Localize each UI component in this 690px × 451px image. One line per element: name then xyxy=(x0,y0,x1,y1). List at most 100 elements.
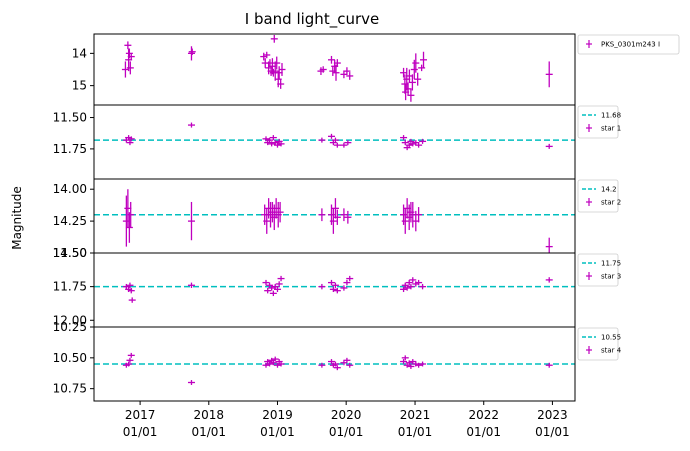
data-point xyxy=(409,277,417,283)
data-point xyxy=(331,198,339,219)
y-tick-label: 10.50 xyxy=(53,351,87,365)
data-point xyxy=(344,140,352,146)
data-point xyxy=(407,364,415,369)
x-tick-label-year: 2017 xyxy=(125,408,156,422)
data-point xyxy=(415,279,423,286)
data-point xyxy=(276,201,284,223)
data-point xyxy=(409,201,417,228)
data-point xyxy=(333,59,341,67)
data-point xyxy=(545,61,553,88)
legend-series-label: star 4 xyxy=(601,347,622,355)
x-tick-label-year: 2020 xyxy=(331,408,362,422)
data-point xyxy=(346,72,354,80)
x-axis: 2017 01/01 2018 01/01 2019 01/01 2020 01/01 2021… xyxy=(123,401,570,439)
panel-plot-area xyxy=(94,275,575,303)
data-point xyxy=(333,365,341,371)
data-point xyxy=(327,359,335,364)
data-point xyxy=(277,361,285,367)
data-point xyxy=(420,51,428,68)
data-point xyxy=(419,283,427,290)
data-point xyxy=(319,66,327,73)
data-point xyxy=(277,275,285,282)
panel-4: 11.50 11.75 12.00 11.75 star 3 xyxy=(53,246,621,328)
x-tick-label-year: 2021 xyxy=(400,408,431,422)
data-point xyxy=(412,53,420,73)
data-point xyxy=(343,279,351,286)
data-point xyxy=(343,67,351,75)
data-point xyxy=(343,357,351,363)
data-point xyxy=(340,360,348,366)
data-point xyxy=(127,136,135,142)
data-point xyxy=(318,208,326,222)
data-point xyxy=(318,362,326,368)
data-point xyxy=(331,361,339,367)
y-tick-label: 12.00 xyxy=(53,313,87,327)
data-point xyxy=(415,207,423,223)
data-point xyxy=(269,290,277,297)
x-tick-label-date: 01/01 xyxy=(329,425,364,439)
panel-frame xyxy=(93,326,576,402)
y-tick-label: 14 xyxy=(72,46,87,60)
chart-title: I band light_curve xyxy=(245,10,379,29)
x-tick-label-date: 01/01 xyxy=(535,425,570,439)
data-point xyxy=(268,141,276,147)
data-point xyxy=(333,142,341,148)
data-point xyxy=(327,279,335,286)
data-point xyxy=(121,61,129,78)
panel-plot-area xyxy=(94,122,575,151)
x-tick-label-year: 2022 xyxy=(468,408,499,422)
data-point xyxy=(333,209,341,225)
data-point xyxy=(125,361,133,367)
data-point xyxy=(401,355,409,361)
data-point xyxy=(419,361,427,367)
y-tick-label: 10.75 xyxy=(53,382,87,396)
data-point xyxy=(545,362,553,368)
y-tick-label: 11.75 xyxy=(53,142,87,156)
y-tick-label: 10.25 xyxy=(53,320,87,334)
data-point xyxy=(340,285,348,291)
data-point xyxy=(275,281,283,287)
data-point xyxy=(408,74,416,91)
data-point xyxy=(262,136,270,142)
x-tick-label-year: 2018 xyxy=(194,408,225,422)
data-point xyxy=(403,285,411,291)
y-tick-label: 14.00 xyxy=(53,182,87,196)
data-point xyxy=(273,362,281,368)
legend-box xyxy=(577,34,680,55)
data-point xyxy=(415,142,423,148)
data-point xyxy=(268,285,276,291)
data-point xyxy=(187,201,195,241)
data-point xyxy=(344,210,352,224)
x-tick-label-year: 2019 xyxy=(262,408,293,422)
data-point xyxy=(126,282,134,288)
data-point xyxy=(127,53,135,60)
data-point xyxy=(122,195,130,247)
x-tick-label-date: 01/01 xyxy=(123,425,158,439)
data-point xyxy=(262,279,270,286)
data-point xyxy=(187,46,195,61)
data-point xyxy=(331,137,339,143)
data-point xyxy=(273,286,281,293)
data-point xyxy=(127,287,135,294)
data-point xyxy=(127,352,135,358)
data-point xyxy=(407,88,415,102)
panel-5: 10.25 10.50 10.75 10.55 star 4 xyxy=(53,320,622,402)
data-point xyxy=(318,137,326,143)
x-tick-label-date: 01/01 xyxy=(191,425,226,439)
data-point xyxy=(332,64,340,81)
x-tick-label-date: 01/01 xyxy=(260,425,295,439)
legend-1: PKS_0301m243 I xyxy=(577,34,680,55)
data-point xyxy=(271,356,279,362)
panel-frame xyxy=(93,178,576,254)
panel-plot-area xyxy=(94,189,575,253)
legend-3: 14.2 star 2 xyxy=(577,179,621,213)
data-point xyxy=(340,208,348,222)
data-point xyxy=(545,143,553,149)
data-point xyxy=(126,357,134,363)
panel-1: 14 15 PKS_0301m243 I xyxy=(72,33,680,106)
data-point xyxy=(262,362,270,368)
y-tick-label: 11.50 xyxy=(53,111,87,125)
data-point xyxy=(277,141,285,147)
data-point xyxy=(401,208,409,234)
